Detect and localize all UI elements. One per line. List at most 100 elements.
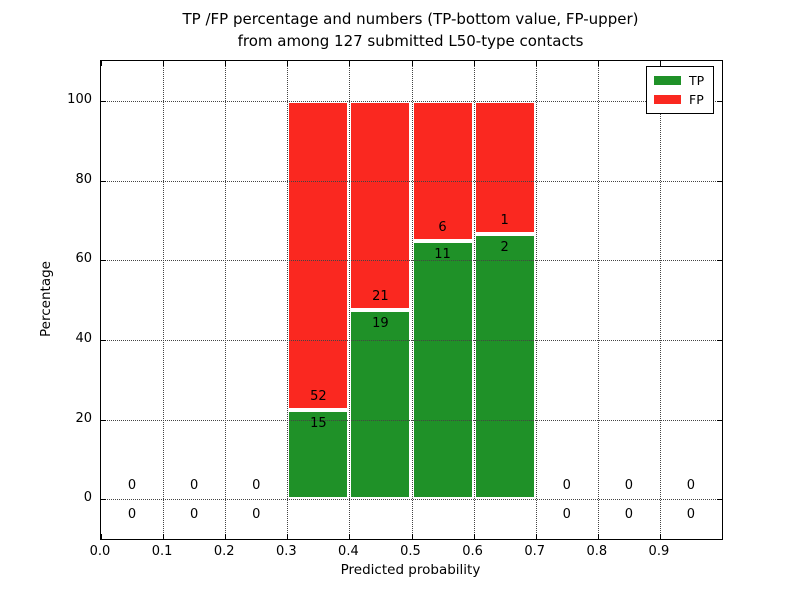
x-tick-label: 0.3 <box>275 544 297 559</box>
y-gridline <box>101 100 722 102</box>
tp-count-label: 11 <box>434 247 451 263</box>
fp-bar-segment <box>473 100 536 234</box>
fp-count-label: 1 <box>500 212 509 228</box>
fp-count-label: 0 <box>252 478 261 494</box>
tp-bar-segment <box>411 241 474 500</box>
y-tick-mark <box>101 499 106 501</box>
x-gridline <box>411 61 413 539</box>
y-tick-mark <box>101 260 106 262</box>
x-tick-label: 0.5 <box>400 544 421 559</box>
x-tick-mark-top <box>349 61 351 66</box>
x-tick-mark-top <box>225 61 227 66</box>
x-tick-mark <box>597 534 599 539</box>
tp-count-label: 0 <box>624 507 633 523</box>
y-tick-label: 20 <box>75 410 92 426</box>
x-gridline <box>659 61 661 539</box>
tp-bar-segment <box>287 409 350 500</box>
x-tick-label: 0.0 <box>89 544 111 559</box>
x-gridline <box>225 61 227 539</box>
y-tick-label: 100 <box>67 91 92 107</box>
y-tick-mark <box>101 100 106 102</box>
y-gridline <box>101 339 722 341</box>
x-tick-mark-top <box>597 61 599 66</box>
x-tick-label: 0.9 <box>648 544 670 559</box>
x-tick-mark-top <box>473 61 475 66</box>
x-gridline <box>349 61 351 539</box>
x-gridline <box>287 61 289 539</box>
x-tick-label: 0.8 <box>586 544 608 559</box>
x-tick-mark <box>411 534 413 539</box>
y-tick-mark-right <box>717 100 722 102</box>
x-tick-label: 0.4 <box>338 544 359 559</box>
y-gridline <box>101 260 722 262</box>
y-tick-mark-right <box>717 260 722 262</box>
legend-item-tp: TP <box>654 74 713 87</box>
tp-count-label: 15 <box>310 415 327 431</box>
tp-count-label: 0 <box>252 507 261 523</box>
fp-bar-segment <box>349 100 412 310</box>
fp-count-label: 0 <box>624 478 633 494</box>
fp-bar-segment <box>411 100 474 242</box>
x-tick-mark <box>659 534 661 539</box>
x-tick-mark-top <box>659 61 661 66</box>
tp-color-swatch-icon <box>654 76 681 85</box>
y-tick-mark-right <box>717 180 722 182</box>
y-tick-mark-right <box>717 339 722 341</box>
fp-bar-segment <box>287 100 350 410</box>
x-tick-label: 0.2 <box>213 544 235 559</box>
tp-count-label: 0 <box>686 507 696 523</box>
x-tick-label: 0.7 <box>524 544 546 559</box>
legend: TP FP <box>646 66 714 114</box>
tp-count-label: 0 <box>562 507 571 523</box>
x-tick-mark <box>535 534 537 539</box>
y-tick-mark-right <box>717 419 722 421</box>
x-tick-mark <box>225 534 227 539</box>
plot-area: 0 0 0 0 0 0 52 15 21 19 6 11 1 2 0 0 0 0 0 0 <box>100 60 723 540</box>
y-tick-label: 40 <box>75 330 92 346</box>
y-tick-label: 0 <box>83 490 92 506</box>
y-axis-label: Percentage <box>38 261 54 337</box>
y-gridline <box>101 180 722 182</box>
y-tick-mark-right <box>717 499 722 501</box>
x-tick-mark-top <box>287 61 289 66</box>
x-tick-mark <box>163 534 165 539</box>
x-tick-mark-top <box>411 61 413 66</box>
legend-label-fp: FP <box>689 92 704 107</box>
x-tick-mark <box>473 534 475 539</box>
x-tick-mark <box>101 534 102 539</box>
tp-count-label: 19 <box>372 315 389 331</box>
chart-title: TP /FP percentage and numbers (TP-bottom… <box>100 8 721 52</box>
fp-count-label: 0 <box>562 478 571 494</box>
x-tick-label: 0.6 <box>462 544 483 559</box>
y-tick-mark <box>101 339 106 341</box>
tp-count-label: 0 <box>127 507 137 523</box>
legend-label-tp: TP <box>689 73 705 88</box>
fp-color-swatch-icon <box>654 95 681 104</box>
chart-title-line2: from among 127 submitted L50-type contac… <box>237 32 584 50</box>
tp-count-label: 0 <box>190 507 199 523</box>
tp-count-label: 2 <box>500 239 509 255</box>
y-tick-label: 80 <box>75 171 92 187</box>
fp-count-label: 0 <box>127 478 137 494</box>
fp-count-label: 52 <box>310 388 327 404</box>
x-tick-mark <box>349 534 351 539</box>
x-tick-mark-top <box>163 61 165 66</box>
fp-count-label: 0 <box>190 478 199 494</box>
x-tick-mark <box>287 534 289 539</box>
x-tick-mark-top <box>101 61 102 66</box>
fp-count-label: 0 <box>686 478 696 494</box>
x-gridline <box>163 61 165 539</box>
y-tick-mark <box>101 419 106 421</box>
x-tick-mark-top <box>535 61 537 66</box>
fp-count-label: 6 <box>438 220 447 236</box>
x-gridline <box>597 61 599 539</box>
legend-item-fp: FP <box>654 93 713 106</box>
y-gridline <box>101 499 722 501</box>
fp-count-label: 21 <box>372 288 389 304</box>
tp-bar-segment <box>473 233 536 500</box>
x-tick-label: 0.1 <box>151 544 173 559</box>
y-tick-mark <box>101 180 106 182</box>
x-axis-label: Predicted probability <box>340 562 481 578</box>
y-tick-label: 60 <box>75 251 92 267</box>
